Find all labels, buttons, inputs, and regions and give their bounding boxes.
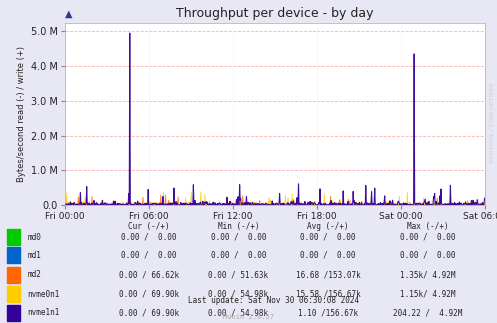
FancyBboxPatch shape [7, 286, 20, 302]
Text: 1.15k/ 4.92M: 1.15k/ 4.92M [400, 290, 455, 299]
Text: 0.00 / 69.90k: 0.00 / 69.90k [119, 308, 179, 317]
Text: 0.00 /  0.00: 0.00 / 0.00 [211, 251, 266, 260]
Text: md2: md2 [27, 270, 41, 279]
Text: nvme1n1: nvme1n1 [27, 308, 60, 317]
Text: 0.00 /  0.00: 0.00 / 0.00 [400, 251, 455, 260]
Text: 1.35k/ 4.92M: 1.35k/ 4.92M [400, 270, 455, 279]
Text: 16.68 /153.07k: 16.68 /153.07k [296, 270, 360, 279]
Text: 0.00 / 66.62k: 0.00 / 66.62k [119, 270, 179, 279]
Text: 0.00 / 69.90k: 0.00 / 69.90k [119, 290, 179, 299]
Text: 1.10 /156.67k: 1.10 /156.67k [298, 308, 358, 317]
Text: md1: md1 [27, 251, 41, 260]
FancyBboxPatch shape [7, 267, 20, 283]
Title: Throughput per device - by day: Throughput per device - by day [176, 7, 373, 20]
Text: 0.00 / 54.98k: 0.00 / 54.98k [209, 290, 268, 299]
Text: Max (-/+): Max (-/+) [407, 222, 448, 231]
Text: 0.00 /  0.00: 0.00 / 0.00 [121, 233, 177, 242]
Text: 0.00 /  0.00: 0.00 / 0.00 [300, 251, 356, 260]
FancyBboxPatch shape [7, 229, 20, 245]
Text: 0.00 /  0.00: 0.00 / 0.00 [211, 233, 266, 242]
Y-axis label: Bytes/second read (-) / write (+): Bytes/second read (-) / write (+) [17, 46, 26, 182]
FancyBboxPatch shape [7, 305, 20, 321]
Text: 204.22 /  4.92M: 204.22 / 4.92M [393, 308, 462, 317]
Text: 0.00 /  0.00: 0.00 / 0.00 [400, 233, 455, 242]
Text: Avg (-/+): Avg (-/+) [307, 222, 349, 231]
Text: 0.00 /  0.00: 0.00 / 0.00 [121, 251, 177, 260]
Text: Cur (-/+): Cur (-/+) [128, 222, 170, 231]
FancyBboxPatch shape [7, 247, 20, 263]
Text: md0: md0 [27, 233, 41, 242]
Text: RRDTOOL / TOBI OETIKER: RRDTOOL / TOBI OETIKER [490, 82, 495, 163]
Text: 0.00 / 54.98k: 0.00 / 54.98k [209, 308, 268, 317]
Text: Last update: Sat Nov 30 06:30:08 2024: Last update: Sat Nov 30 06:30:08 2024 [188, 296, 359, 305]
Text: ▲: ▲ [65, 9, 72, 19]
Text: Min (-/+): Min (-/+) [218, 222, 259, 231]
Text: 0.00 / 51.63k: 0.00 / 51.63k [209, 270, 268, 279]
Text: Munin 2.0.57: Munin 2.0.57 [223, 314, 274, 320]
Text: 15.58 /156.67k: 15.58 /156.67k [296, 290, 360, 299]
Text: nvme0n1: nvme0n1 [27, 290, 60, 299]
Text: 0.00 /  0.00: 0.00 / 0.00 [300, 233, 356, 242]
